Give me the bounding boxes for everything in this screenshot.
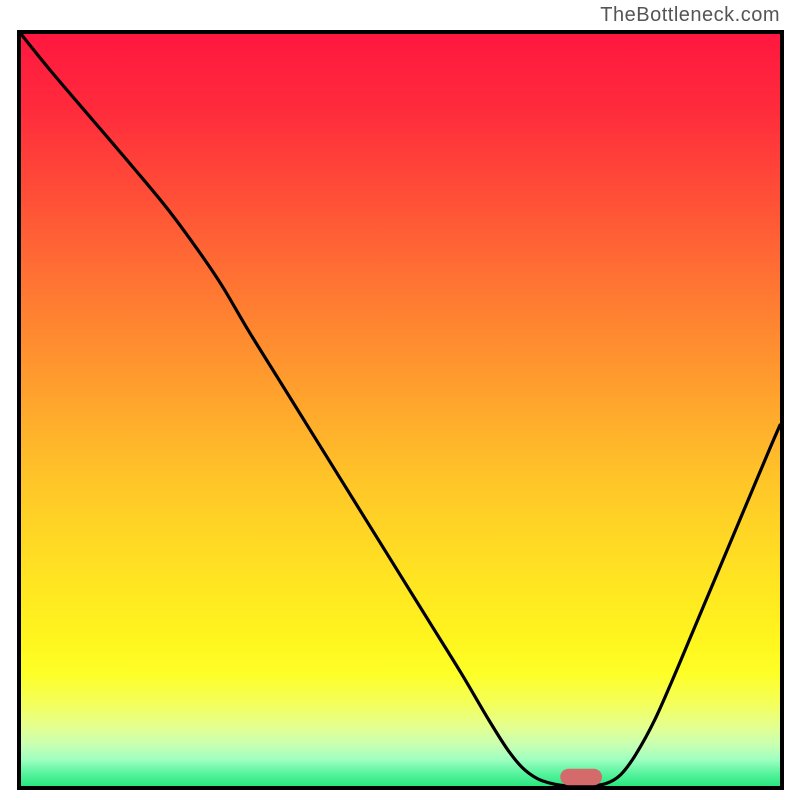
- plot-frame: [17, 30, 784, 790]
- watermark-text: TheBottleneck.com: [600, 4, 780, 27]
- bottleneck-curve: [21, 34, 780, 786]
- curve-layer: [21, 34, 780, 786]
- chart-container: TheBottleneck.com: [0, 0, 800, 800]
- optimal-marker: [560, 769, 602, 786]
